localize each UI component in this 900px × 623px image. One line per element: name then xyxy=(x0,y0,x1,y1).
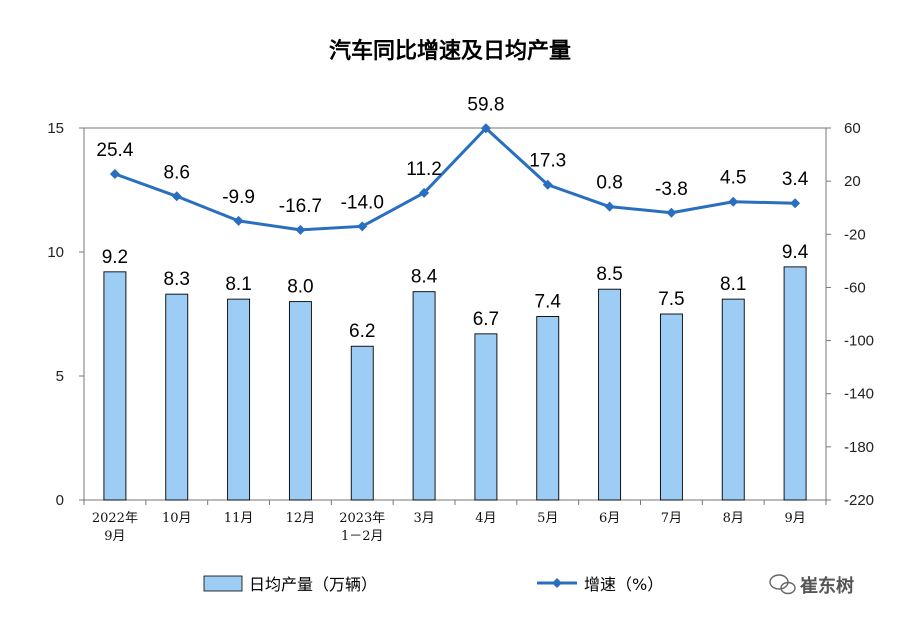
line-point xyxy=(480,123,491,134)
line-point xyxy=(790,198,801,209)
x-axis-tick-label: 2022年 xyxy=(92,511,138,526)
bar xyxy=(536,316,560,501)
bar xyxy=(474,333,498,501)
y-right-tick-label: 20 xyxy=(844,173,861,190)
legend-line-marker xyxy=(552,578,562,588)
line-point xyxy=(666,207,677,218)
bar-series xyxy=(103,266,807,501)
y-right-tick-label: -140 xyxy=(844,386,874,403)
chart-title: 汽车同比增速及日均产量 xyxy=(329,38,571,64)
bar xyxy=(598,288,622,501)
x-axis-tick-label: 8月 xyxy=(723,511,744,526)
x-axis-tick-label: 1－2月 xyxy=(341,529,384,544)
x-axis-tick-label: 6月 xyxy=(599,511,620,526)
line-point xyxy=(604,201,615,212)
x-axis-tick-label: 5月 xyxy=(537,511,558,526)
line-point xyxy=(357,221,368,232)
bar xyxy=(721,298,745,501)
wechat-icon xyxy=(769,574,796,595)
bar-value-label: 8.5 xyxy=(596,264,622,285)
bar xyxy=(227,298,251,501)
bar-value-label: 8.3 xyxy=(164,269,190,290)
line-point xyxy=(171,191,182,202)
y-right-tick-label: 60 xyxy=(844,120,861,137)
line-value-label: 11.2 xyxy=(406,159,442,180)
bar-value-label: 8.0 xyxy=(287,277,313,298)
y-left-tick-label: 0 xyxy=(56,492,64,509)
bar-value-label: 7.5 xyxy=(658,289,684,310)
line-value-label: -9.9 xyxy=(222,187,255,208)
legend-line-label: 增速（%） xyxy=(584,575,663,594)
x-axis-tick-label: 11月 xyxy=(224,511,254,526)
line-point xyxy=(728,196,739,207)
x-axis-tick-label: 12月 xyxy=(286,511,316,526)
x-axis-tick-label: 9月 xyxy=(784,511,805,526)
bar xyxy=(783,266,807,501)
bar xyxy=(350,345,374,501)
y-right-tick-label: -180 xyxy=(844,439,874,456)
line-value-label: 0.8 xyxy=(596,173,622,194)
x-axis-tick-label: 9月 xyxy=(104,529,125,544)
y-right-tick-label: -20 xyxy=(844,226,866,243)
y-right-tick-label: -60 xyxy=(844,279,866,296)
line-value-label: 3.4 xyxy=(782,169,809,190)
bar-value-label: 7.4 xyxy=(535,291,562,312)
bar-value-label: 6.7 xyxy=(473,309,499,330)
line-value-label: -14.0 xyxy=(341,192,384,213)
plot-frame xyxy=(83,127,827,501)
x-axis-tick-label: 3月 xyxy=(413,511,434,526)
bar-value-label: 9.2 xyxy=(102,247,128,268)
x-axis-tick-label: 4月 xyxy=(475,511,496,526)
line-point xyxy=(542,179,553,190)
line-point xyxy=(419,187,430,198)
line-value-label: -3.8 xyxy=(655,179,688,200)
x-axis-tick-label: 7月 xyxy=(661,511,682,526)
legend-bar-label: 日均产量（万辆） xyxy=(249,575,377,594)
line-point xyxy=(233,215,244,226)
line-point xyxy=(295,224,306,235)
legend-bar-swatch xyxy=(203,575,243,592)
line-point xyxy=(109,168,120,179)
bar xyxy=(103,271,127,501)
line-value-label: 59.8 xyxy=(467,94,504,115)
y-right-tick-label: -220 xyxy=(844,492,874,509)
axes: 0 5 10 15 -220 -180 -140 -100 -60 -20 20 60 2022年 9月 1… xyxy=(47,120,874,544)
bar xyxy=(288,301,312,501)
line-value-label: 4.5 xyxy=(720,168,746,189)
bar xyxy=(412,291,436,501)
x-axis-tick-label: 10月 xyxy=(162,511,192,526)
data-labels: 9.2 8.3 8.1 8.0 6.2 8.4 6.7 7.4 8.5 7.5 8.1 9.4 25.4… xyxy=(96,94,808,342)
x-axis-tick-label: 2023年 xyxy=(339,511,385,526)
bar-value-label: 8.4 xyxy=(411,267,438,288)
line-value-label: 8.6 xyxy=(164,162,190,183)
legend: 日均产量（万辆） 增速（%） xyxy=(203,575,663,594)
y-left-tick-label: 15 xyxy=(47,120,64,137)
bar xyxy=(659,313,683,501)
bar xyxy=(165,293,189,501)
y-right-tick-label: -100 xyxy=(844,333,874,350)
bar-value-label: 6.2 xyxy=(349,321,375,342)
line-value-label: 17.3 xyxy=(529,151,566,172)
line-value-label: -16.7 xyxy=(279,196,322,217)
line-series xyxy=(109,123,801,235)
y-left-tick-label: 5 xyxy=(56,368,64,385)
watermark-text: 崔东树 xyxy=(800,575,854,597)
bar-value-label: 8.1 xyxy=(720,274,746,295)
bar-value-label: 8.1 xyxy=(225,274,251,295)
y-left-tick-label: 10 xyxy=(47,244,64,261)
watermark: 崔东树 xyxy=(769,574,854,597)
line-value-label: 25.4 xyxy=(96,140,133,161)
bar-value-label: 9.4 xyxy=(782,242,809,263)
growth-line xyxy=(114,126,796,232)
